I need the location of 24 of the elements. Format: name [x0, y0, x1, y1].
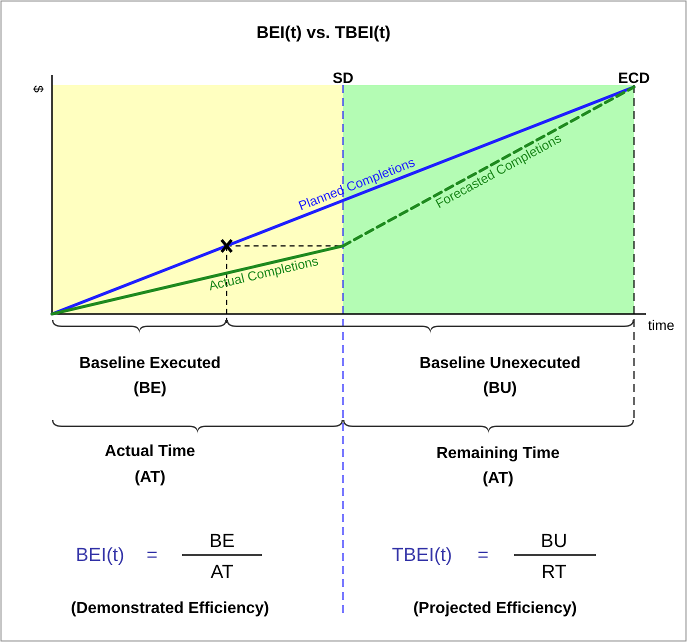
text: (BU)	[483, 380, 517, 397]
text: AT	[210, 562, 234, 583]
text: =	[146, 545, 158, 566]
annotation: SD	[332, 70, 354, 87]
text: (AT)	[482, 470, 514, 487]
text: (BE)	[134, 380, 166, 397]
x-axis-title: time	[648, 317, 675, 333]
text: RT	[542, 562, 567, 583]
text: =	[477, 545, 489, 566]
y-axis-title: $	[31, 85, 46, 94]
text: Baseline Unexecuted	[420, 355, 580, 372]
text: TBEI(t)	[392, 545, 452, 566]
text: BE	[209, 531, 235, 552]
text: BU	[540, 531, 568, 552]
annotation: ECD	[618, 70, 650, 87]
text: (AT)	[134, 469, 166, 486]
text: Actual Completions	[207, 253, 320, 294]
text: Actual Time	[104, 443, 196, 460]
text: BEI(t)	[76, 545, 124, 566]
text: Remaining Time	[436, 445, 560, 462]
text: Baseline Executed	[79, 355, 221, 372]
text: (Projected Efficiency)	[413, 600, 577, 617]
chart-title: BEI(t) vs. TBEI(t)	[256, 23, 391, 42]
text: (Demonstrated Efficiency)	[70, 600, 270, 617]
